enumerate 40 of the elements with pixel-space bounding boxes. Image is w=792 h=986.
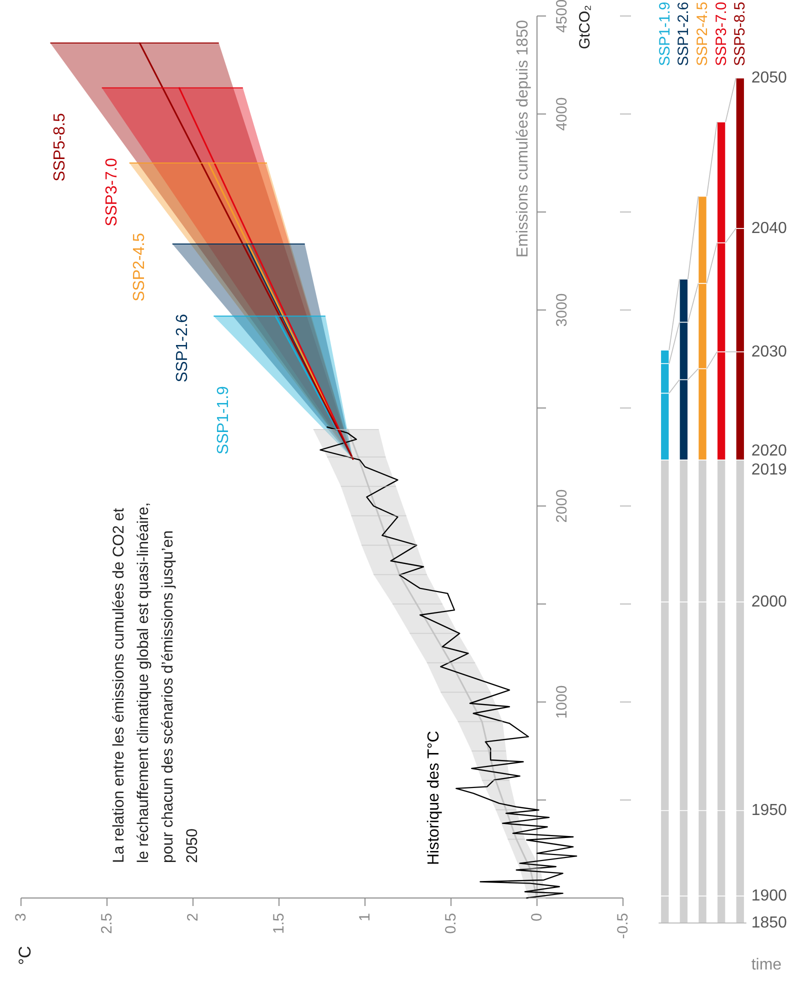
y-tick-label: 4500 bbox=[554, 0, 570, 33]
annotation: 2050 bbox=[751, 70, 788, 86]
x-tick-label: SSP5-8.5 bbox=[732, 2, 749, 66]
text: SSP1-2.6 bbox=[174, 314, 191, 382]
line-series bbox=[320, 426, 578, 899]
x-tick-label: SSP2-4.5 bbox=[694, 2, 711, 66]
line-series bbox=[347, 428, 538, 899]
text: La relation entre les émissions cumulées de CO2 et le réchauffement climatique global est quasi-linéaire, pour chacun des scénarios d’émissions jusqu’en 2050 bbox=[110, 502, 201, 863]
x-tick-label: SSP1-2.6 bbox=[675, 2, 692, 66]
x-tick-label: 2.5 bbox=[98, 913, 116, 934]
x-tick-label: 2 bbox=[184, 913, 202, 922]
text: Historique des T°C bbox=[426, 730, 442, 865]
y-tick-label: 1000 bbox=[554, 685, 570, 719]
annotation: 2040 bbox=[751, 220, 788, 237]
text: SSP3-7.0 bbox=[103, 158, 120, 226]
x-tick-label: 0 bbox=[528, 913, 546, 922]
annotation: 2000 bbox=[751, 593, 788, 610]
x-tick-label: 1.5 bbox=[270, 913, 288, 934]
annotation: 1900 bbox=[751, 887, 788, 904]
text: SSP1-1.9 bbox=[215, 386, 232, 455]
y-tick-label: 3000 bbox=[554, 293, 570, 327]
y-tick-label: 4000 bbox=[554, 97, 570, 131]
annotation: 2030 bbox=[751, 343, 788, 360]
x-tick-label: 0.5 bbox=[442, 913, 460, 934]
annotation: 1950 bbox=[751, 802, 788, 820]
x-tick-label: SSP1-1.9 bbox=[656, 2, 674, 66]
x-tick-label: SSP3-7.0 bbox=[712, 2, 730, 66]
annotation: GtCO₂ bbox=[576, 4, 594, 50]
x-tick-label: 3 bbox=[12, 913, 30, 922]
text: SSP5-8.5 bbox=[52, 112, 69, 182]
text: °C bbox=[16, 946, 34, 965]
x-tick-label: 1 bbox=[356, 913, 374, 922]
annotation: 2020 bbox=[751, 442, 788, 460]
x-axis-title: time bbox=[751, 956, 782, 974]
x-tick-label: -0.5 bbox=[614, 913, 632, 939]
y-axis-title: Emissions cumulées depuis 1850 bbox=[514, 20, 532, 258]
annotation: 2019 bbox=[751, 461, 788, 478]
y-tick-label: 2000 bbox=[554, 489, 570, 523]
annotation: 1850 bbox=[751, 914, 788, 932]
text: SSP2-4.5 bbox=[130, 232, 148, 302]
